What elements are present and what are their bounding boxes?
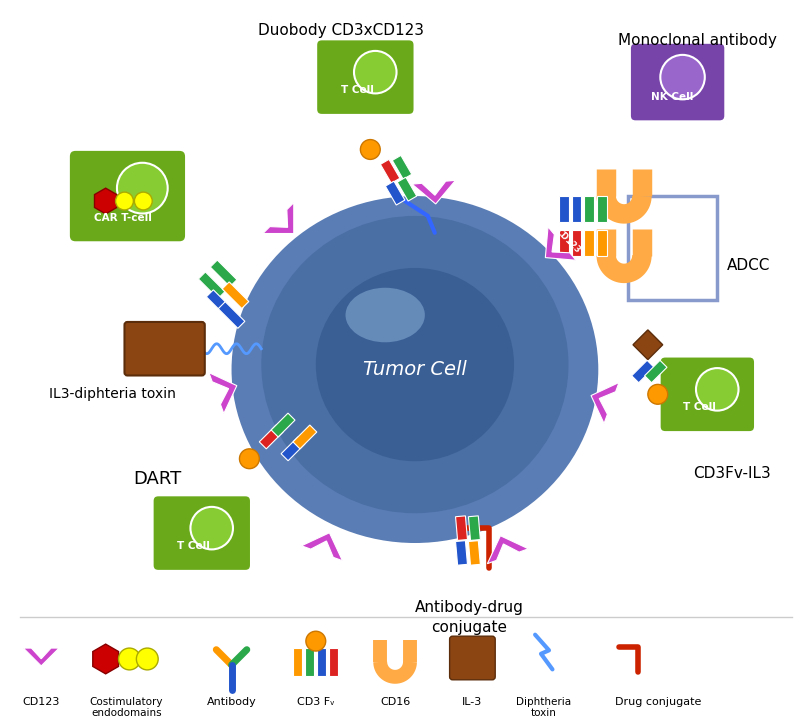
Text: CD3Fv-IL3: CD3Fv-IL3 (693, 466, 770, 481)
Polygon shape (558, 196, 568, 222)
Text: CAR T-cell: CAR T-cell (93, 213, 152, 223)
Polygon shape (208, 373, 237, 414)
Polygon shape (597, 230, 607, 256)
Polygon shape (455, 516, 467, 540)
Polygon shape (631, 361, 654, 382)
Text: IL3-diphteria toxin: IL3-diphteria toxin (49, 387, 176, 401)
Ellipse shape (261, 216, 568, 513)
Circle shape (191, 507, 233, 550)
Circle shape (239, 449, 259, 469)
Ellipse shape (315, 268, 513, 461)
Text: CD123: CD123 (202, 379, 211, 409)
Polygon shape (397, 177, 416, 201)
Text: T Cell: T Cell (341, 85, 373, 95)
Polygon shape (301, 533, 342, 561)
Text: Antibody-drug: Antibody-drug (414, 600, 523, 615)
FancyBboxPatch shape (629, 42, 725, 121)
Text: T Cell: T Cell (682, 402, 715, 412)
FancyBboxPatch shape (152, 495, 251, 571)
Text: conjugate: conjugate (431, 619, 507, 635)
FancyBboxPatch shape (315, 39, 414, 116)
Polygon shape (597, 196, 607, 222)
Polygon shape (293, 648, 302, 676)
Polygon shape (305, 648, 314, 676)
Text: CD3 Fᵥ: CD3 Fᵥ (297, 696, 334, 707)
Polygon shape (584, 196, 594, 222)
Text: CD123: CD123 (23, 696, 60, 707)
Circle shape (354, 51, 396, 94)
Polygon shape (271, 413, 294, 437)
Text: Duobody CD3xCD123: Duobody CD3xCD123 (257, 23, 423, 38)
Text: CD123: CD123 (254, 200, 282, 228)
Polygon shape (281, 437, 305, 461)
Ellipse shape (345, 288, 424, 342)
Text: CD123: CD123 (497, 546, 520, 577)
Polygon shape (644, 361, 666, 382)
Text: Tumor Cell: Tumor Cell (363, 360, 466, 379)
FancyBboxPatch shape (124, 322, 204, 375)
Ellipse shape (231, 196, 598, 543)
Polygon shape (210, 260, 237, 286)
Bar (627, 196, 716, 300)
Polygon shape (293, 425, 316, 449)
Text: DART: DART (133, 470, 181, 488)
Circle shape (117, 163, 168, 214)
Polygon shape (590, 382, 618, 424)
Circle shape (115, 192, 133, 210)
FancyBboxPatch shape (449, 636, 495, 680)
Text: NK Cell: NK Cell (650, 92, 693, 102)
FancyBboxPatch shape (68, 150, 187, 243)
Polygon shape (206, 290, 233, 316)
Circle shape (659, 55, 704, 100)
Polygon shape (392, 156, 411, 180)
Polygon shape (584, 230, 594, 256)
Text: Costimulatory
endodomains: Costimulatory endodomains (89, 696, 163, 718)
Polygon shape (468, 541, 480, 565)
Circle shape (647, 385, 667, 404)
FancyBboxPatch shape (659, 356, 754, 433)
Polygon shape (633, 330, 662, 360)
Polygon shape (468, 516, 480, 540)
Polygon shape (198, 272, 225, 299)
Polygon shape (571, 196, 581, 222)
Text: Monoclonal antibody: Monoclonal antibody (617, 33, 776, 48)
Text: CD123: CD123 (612, 389, 624, 420)
Text: ADCC: ADCC (727, 258, 770, 273)
Polygon shape (487, 536, 528, 563)
Polygon shape (328, 648, 337, 676)
Text: CD123: CD123 (554, 227, 581, 254)
Polygon shape (222, 282, 248, 308)
Circle shape (135, 192, 152, 210)
Polygon shape (545, 227, 575, 260)
Text: CD16: CD16 (380, 696, 410, 707)
Polygon shape (259, 425, 283, 449)
Text: Antibody: Antibody (207, 696, 256, 707)
Polygon shape (317, 648, 326, 676)
Polygon shape (218, 302, 245, 329)
Polygon shape (455, 541, 467, 565)
Circle shape (306, 631, 325, 651)
Polygon shape (263, 203, 294, 233)
Circle shape (695, 368, 737, 411)
Text: Drug conjugate: Drug conjugate (614, 696, 700, 707)
Polygon shape (558, 230, 568, 256)
Text: CD123: CD123 (424, 174, 454, 182)
Text: CD123: CD123 (306, 543, 329, 574)
Circle shape (360, 140, 380, 159)
Text: T Cell: T Cell (178, 541, 210, 551)
Polygon shape (380, 159, 399, 183)
Circle shape (118, 648, 140, 670)
Text: Diphtheria
toxin: Diphtheria toxin (516, 696, 571, 718)
Text: IL-3: IL-3 (461, 696, 482, 707)
Circle shape (136, 648, 158, 670)
Polygon shape (385, 181, 405, 205)
Polygon shape (24, 648, 59, 666)
Polygon shape (571, 230, 581, 256)
Polygon shape (411, 180, 455, 204)
